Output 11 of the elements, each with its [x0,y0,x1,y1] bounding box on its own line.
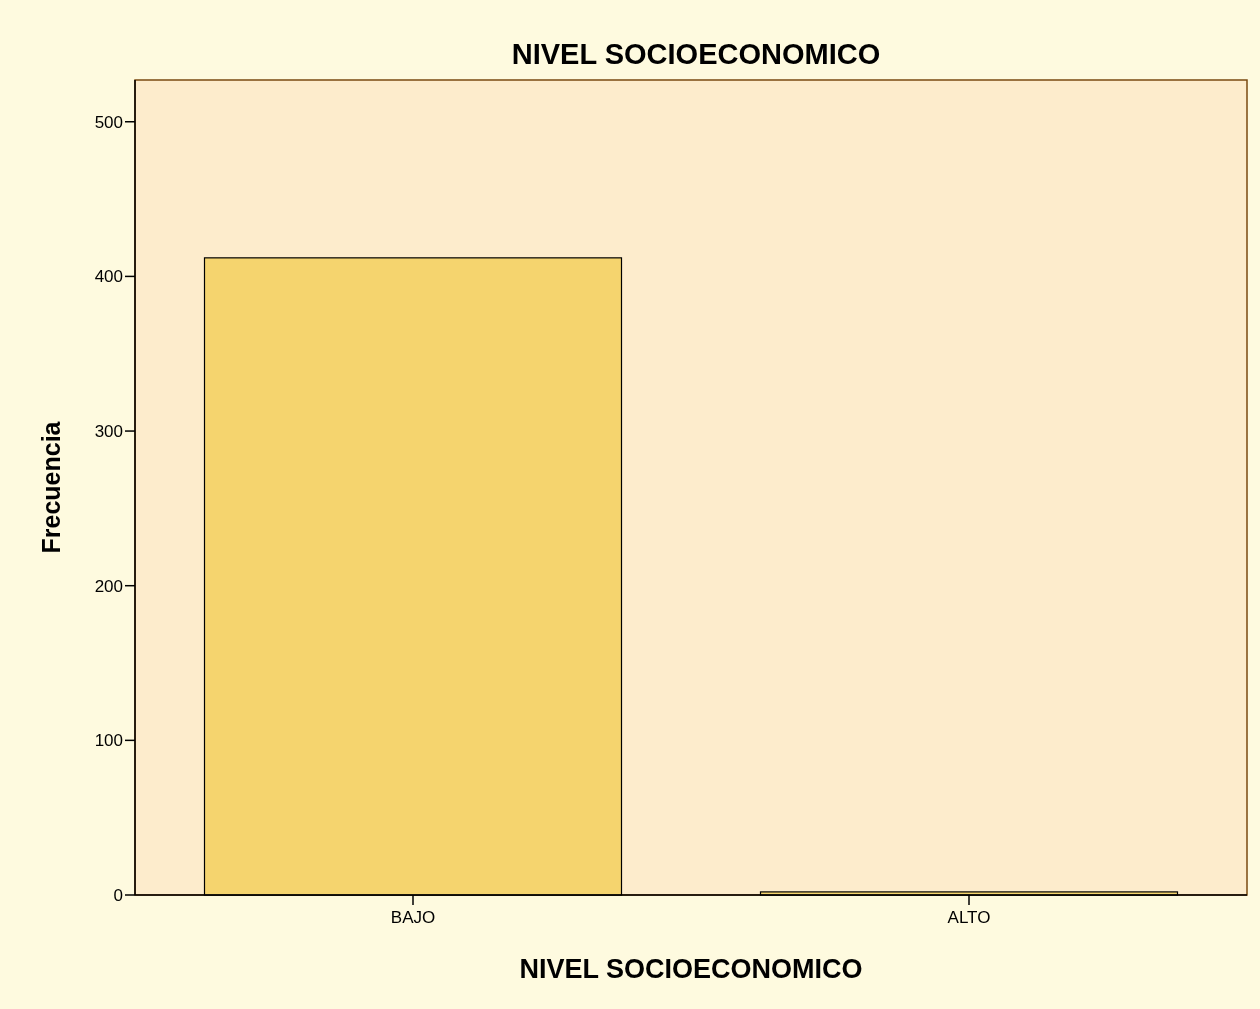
y-tick-label: 300 [94,422,123,441]
chart-title: NIVEL SOCIOECONOMICO [511,38,881,70]
y-tick-label: 200 [94,576,123,596]
y-tick-label: 400 [94,267,123,287]
x-axis-title: NIVEL SOCIOECONOMICO [519,954,863,984]
x-tick-label: BAJO [390,908,436,927]
y-tick-label: 100 [94,731,123,751]
y-axis-title: Frecuencia [37,420,65,554]
y-tick-label: 0 [113,885,123,905]
x-tick-label: ALTO [947,908,991,927]
y-tick-label: 500 [94,112,123,132]
